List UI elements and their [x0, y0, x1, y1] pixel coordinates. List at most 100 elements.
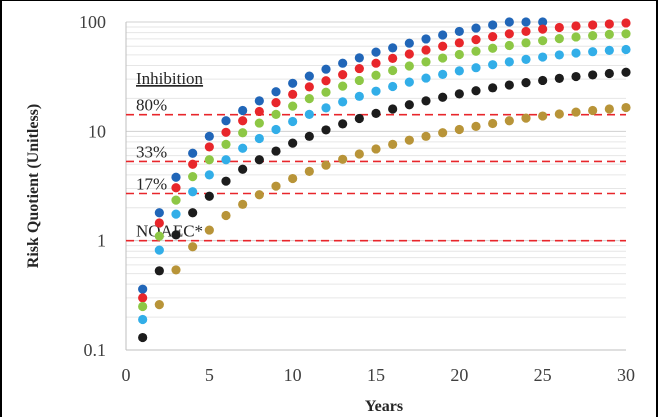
data-point: [138, 293, 148, 303]
data-point: [238, 164, 248, 174]
x-tick-label: 10: [284, 365, 302, 385]
data-point: [271, 124, 281, 135]
data-point: [421, 34, 431, 44]
data-point: [504, 40, 514, 51]
data-point: [338, 154, 348, 164]
data-point: [221, 139, 231, 149]
data-point: [454, 49, 464, 60]
data-point: [304, 71, 314, 81]
series-6: [154, 102, 631, 310]
data-point: [521, 113, 531, 123]
data-point: [488, 60, 498, 70]
data-point: [154, 218, 164, 228]
series-1: [138, 17, 548, 294]
data-point: [338, 97, 348, 107]
data-point: [221, 176, 231, 186]
data-point: [238, 116, 248, 126]
data-point: [388, 104, 398, 114]
data-point: [454, 89, 464, 99]
data-point: [138, 332, 148, 343]
data-point: [621, 67, 631, 77]
data-point: [221, 155, 231, 165]
data-point: [571, 48, 581, 58]
x-tick-label: 0: [122, 365, 131, 385]
data-point: [271, 146, 281, 156]
data-point: [488, 43, 498, 53]
data-point: [238, 199, 248, 209]
data-point: [471, 63, 481, 73]
data-series: [138, 17, 631, 343]
data-point: [588, 20, 598, 30]
data-point: [621, 44, 631, 55]
data-point: [304, 94, 314, 104]
data-point: [371, 58, 381, 68]
data-point: [154, 208, 164, 218]
data-point: [571, 107, 581, 117]
data-point: [388, 81, 398, 92]
data-point: [238, 143, 248, 153]
threshold-label: 17%: [136, 175, 167, 194]
data-point: [404, 49, 414, 59]
data-point: [571, 21, 581, 31]
data-point: [204, 142, 214, 152]
data-point: [404, 135, 414, 145]
y-tick-label: 0.1: [84, 340, 107, 360]
data-point: [604, 29, 614, 40]
data-point: [338, 70, 348, 80]
data-point: [604, 45, 614, 55]
data-point: [554, 73, 564, 83]
data-point: [171, 195, 181, 205]
data-point: [204, 170, 214, 180]
threshold-label: 33%: [136, 142, 167, 161]
data-point: [338, 119, 348, 129]
data-point: [254, 96, 264, 106]
data-point: [588, 105, 598, 116]
data-point: [554, 50, 564, 60]
x-tick-label: 20: [450, 365, 468, 385]
data-point: [304, 109, 314, 119]
data-point: [304, 131, 314, 141]
data-point: [421, 57, 431, 67]
data-point: [504, 57, 514, 67]
data-point: [438, 41, 448, 51]
data-point: [504, 80, 514, 90]
data-point: [138, 314, 148, 325]
data-point: [504, 17, 514, 27]
data-point: [154, 300, 164, 310]
data-point: [221, 127, 231, 137]
data-point: [588, 47, 598, 57]
data-point: [388, 53, 398, 63]
data-point: [171, 230, 181, 240]
data-point: [338, 81, 348, 91]
data-point: [471, 121, 481, 131]
data-point: [471, 35, 481, 45]
data-point: [521, 17, 531, 27]
data-point: [504, 29, 514, 39]
data-point: [304, 166, 314, 177]
data-point: [538, 17, 548, 27]
data-point: [254, 118, 264, 128]
data-point: [271, 98, 281, 108]
data-point: [288, 89, 298, 99]
data-point: [188, 148, 198, 158]
data-point: [438, 92, 448, 102]
x-tick-label: 15: [367, 365, 385, 385]
data-point: [204, 225, 214, 235]
data-point: [471, 23, 481, 33]
data-point: [388, 139, 398, 149]
data-point: [371, 108, 381, 118]
data-point: [154, 245, 164, 255]
data-point: [354, 63, 364, 74]
data-point: [538, 36, 548, 46]
data-point: [254, 155, 264, 165]
data-point: [221, 116, 231, 126]
data-point: [488, 20, 498, 30]
data-point: [588, 31, 598, 41]
data-point: [438, 53, 448, 63]
y-tick-label: 1: [97, 231, 106, 251]
data-point: [188, 172, 198, 182]
data-point: [388, 65, 398, 76]
data-point: [238, 128, 248, 138]
